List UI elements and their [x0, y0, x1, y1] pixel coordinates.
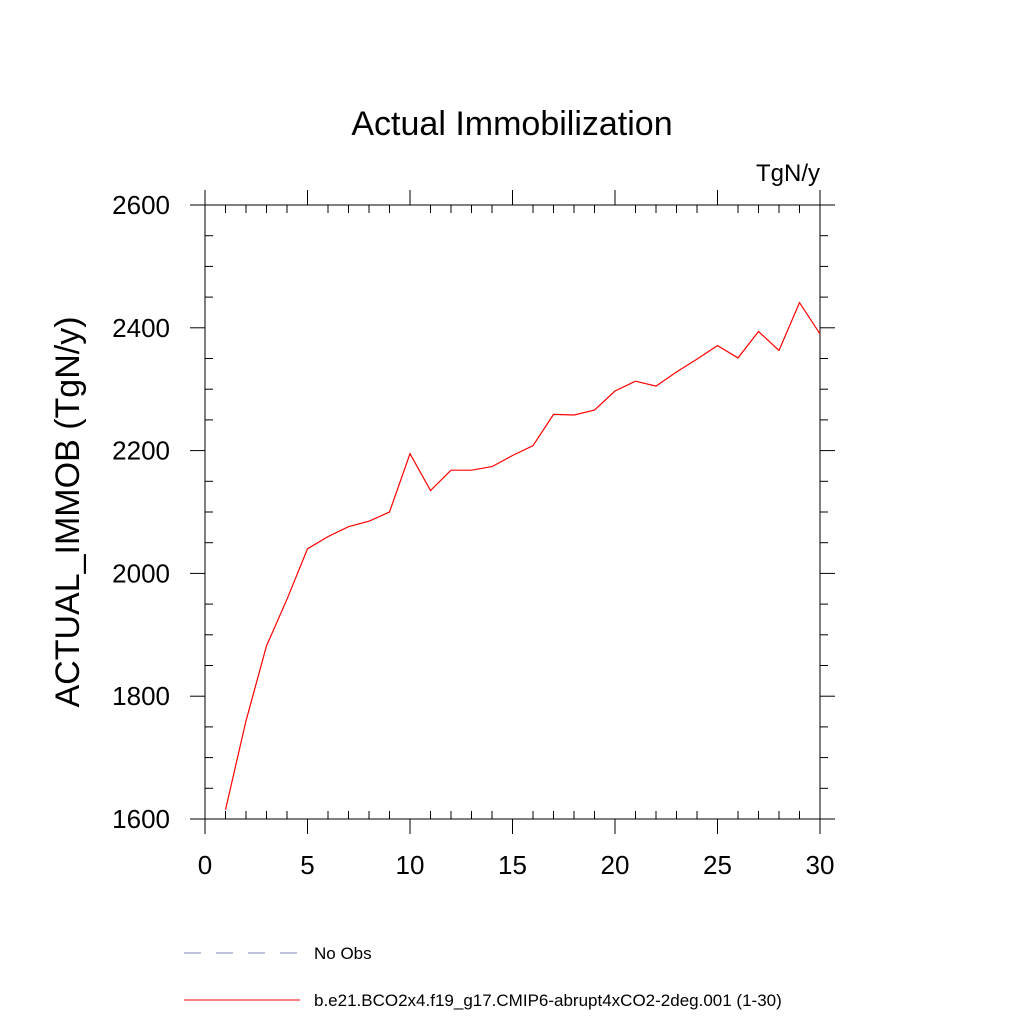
axis-ticks: 0 5 10 15 20 25 30 1600 1800 2000 2200 2400 2600 — [112, 190, 835, 880]
legend-label: No Obs — [314, 944, 372, 963]
y-tick-label: 2400 — [112, 313, 170, 343]
x-tick-label: 15 — [498, 850, 527, 880]
chart-title: Actual Immobilization — [351, 105, 672, 143]
y-tick-label: 1800 — [112, 681, 170, 711]
y-tick-label: 2000 — [112, 558, 170, 588]
y-axis-label: ACTUAL_IMMOB (TgN/y) — [49, 316, 87, 707]
legend: No Obs b.e21.BCO2x4.f19_g17.CMIP6-abrupt4… — [184, 944, 782, 1010]
y-tick-label: 2200 — [112, 436, 170, 466]
y-tick-label: 1600 — [112, 804, 170, 834]
x-tick-label: 20 — [601, 850, 630, 880]
legend-label: b.e21.BCO2x4.f19_g17.CMIP6-abrupt4xCO2-2… — [314, 991, 782, 1010]
units-label: TgN/y — [756, 160, 820, 187]
series-layer — [224, 301, 821, 810]
x-tick-label: 5 — [300, 850, 314, 880]
x-tick-label: 10 — [396, 850, 425, 880]
x-tick-label: 25 — [703, 850, 732, 880]
plot-frame — [204, 204, 821, 820]
x-tick-label: 30 — [806, 850, 835, 880]
series-line — [224, 301, 821, 810]
x-tick-label: 0 — [198, 850, 212, 880]
y-tick-label: 2600 — [112, 190, 170, 220]
